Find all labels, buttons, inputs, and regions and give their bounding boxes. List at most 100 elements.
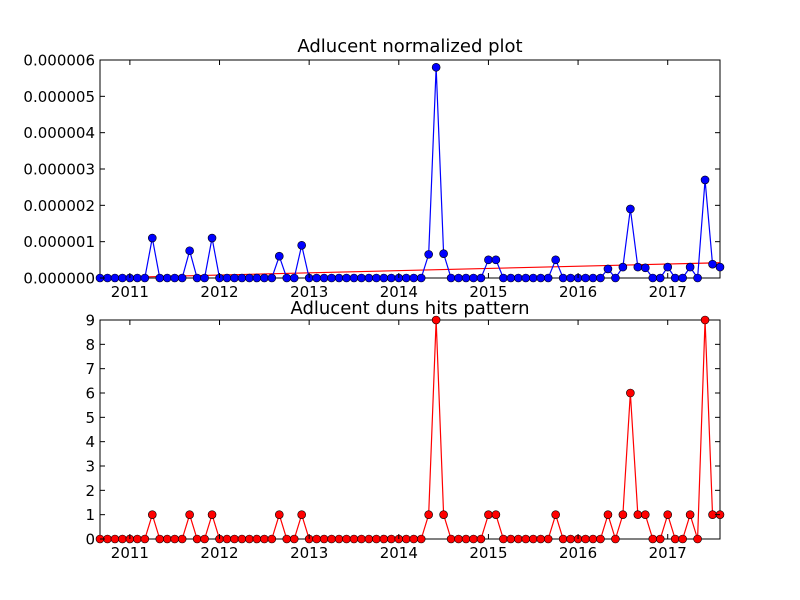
duns-hits-plot-ytick-label-3: 3 xyxy=(85,458,95,476)
normalized-plot-point-2017-01 xyxy=(663,262,673,272)
normalized-plot-point-2014-09 xyxy=(454,273,463,283)
duns-hits-plot-point-2014-04 xyxy=(416,534,426,544)
normalized-plot-point-2014-08 xyxy=(446,273,456,283)
normalized-plot-point-2012-04 xyxy=(237,273,247,283)
normalized-plot-ytick-label-0.000004: 0.000004 xyxy=(23,124,95,142)
duns-hits-plot-point-2015-07 xyxy=(528,534,538,544)
duns-hits-plot-ytick-label-2: 2 xyxy=(85,482,95,500)
duns-hits-plot-point-2016-10 xyxy=(640,510,650,519)
duns-hits-plot-ytick-label-5: 5 xyxy=(85,409,95,427)
duns-hits-plot-point-2015-12 xyxy=(566,534,575,544)
duns-hits-plot-point-2011-04 xyxy=(147,510,157,519)
normalized-plot-point-2010-11 xyxy=(110,273,120,283)
duns-hits-plot-point-2017-03 xyxy=(678,534,687,544)
duns-hits-plot-ticks: 2011 2012 2013 2014 2015 2016 2017 0 1 2 3 4 5 6 7 8 9 xyxy=(85,312,720,562)
normalized-plot-ticks: 2011 2012 2013 2014 2015 2016 2017 0.000000 0.00… xyxy=(23,52,720,301)
normalized-plot-point-2013-06 xyxy=(342,273,351,283)
normalized-plot-point-2012-12 xyxy=(297,241,306,250)
duns-hits-plot: Adlucent duns hits pattern 2011 2012 2013 2… xyxy=(85,298,725,562)
normalized-plot-marks xyxy=(95,62,725,283)
normalized-plot-point-2015-08 xyxy=(536,273,546,283)
duns-hits-plot-ytick-label-4: 4 xyxy=(85,433,95,451)
duns-hits-plot-point-2011-12 xyxy=(207,510,217,519)
duns-hits-plot-point-2013-10 xyxy=(372,534,381,544)
normalized-plot-xtick-label-2015: 2015 xyxy=(469,283,507,301)
duns-hits-plot-point-2012-10 xyxy=(282,534,292,544)
normalized-plot-point-2012-06 xyxy=(252,273,262,283)
normalized-plot-point-2014-10 xyxy=(461,273,471,283)
normalized-plot-point-2011-09 xyxy=(185,246,194,256)
duns-hits-plot-point-2014-05 xyxy=(424,510,433,519)
duns-hits-plot-point-2014-08 xyxy=(446,534,456,544)
normalized-plot-point-2012-10 xyxy=(282,273,292,283)
duns-hits-plot-point-2015-09 xyxy=(543,534,553,544)
normalized-plot: Adlucent normalized plot 2011 2012 2013 201… xyxy=(23,36,725,301)
duns-hits-plot-point-2015-11 xyxy=(558,534,568,544)
duns-hits-plot-point-2014-09 xyxy=(454,534,463,544)
normalized-plot-point-2014-06 xyxy=(431,62,441,72)
duns-hits-plot-point-2010-11 xyxy=(110,534,120,544)
normalized-plot-point-2013-05 xyxy=(334,273,344,283)
normalized-plot-point-2014-04 xyxy=(416,273,426,283)
duns-hits-plot-point-2016-07 xyxy=(618,510,628,519)
duns-hits-plot-ytick-label-0: 0 xyxy=(85,531,95,549)
normalized-plot-xtick-label-2013: 2013 xyxy=(290,283,328,301)
duns-hits-plot-point-2011-09 xyxy=(185,510,194,519)
normalized-plot-point-2012-11 xyxy=(289,273,299,283)
duns-hits-plot-ytick-label-8: 8 xyxy=(85,336,95,354)
normalized-plot-point-2016-02 xyxy=(581,273,590,283)
duns-hits-plot-point-2014-10 xyxy=(461,534,471,544)
normalized-plot-xtick-label-2017: 2017 xyxy=(649,283,687,301)
duns-hits-plot-point-2013-06 xyxy=(342,534,351,544)
duns-hits-plot-marks xyxy=(95,315,725,544)
duns-hits-plot-point-2011-08 xyxy=(177,534,187,544)
duns-hits-plot-point-2015-10 xyxy=(551,510,560,519)
normalized-plot-ytick-label-0.000002: 0.000002 xyxy=(23,197,95,215)
duns-hits-plot-point-2014-03 xyxy=(409,534,419,544)
normalized-plot-xtick-label-2011: 2011 xyxy=(111,283,149,301)
duns-hits-plot-point-2015-01 xyxy=(484,510,493,519)
duns-hits-plot-point-2012-02 xyxy=(222,534,232,544)
normalized-plot-point-2014-05 xyxy=(424,250,433,259)
normalized-plot-point-2017-04 xyxy=(685,262,695,272)
duns-hits-plot-point-2016-06 xyxy=(611,534,620,544)
normalized-plot-point-2015-10 xyxy=(551,255,560,265)
duns-hits-plot-ytick-label-1: 1 xyxy=(85,506,95,524)
normalized-plot-point-2015-04 xyxy=(506,273,516,283)
normalized-plot-ytick-label-0.000000: 0.000000 xyxy=(23,270,95,288)
duns-hits-plot-point-2015-04 xyxy=(506,534,516,544)
normalized-plot-point-2015-12 xyxy=(566,273,575,283)
normalized-plot-point-2013-11 xyxy=(379,273,389,283)
normalized-plot-point-2011-07 xyxy=(170,273,179,283)
normalized-plot-point-2016-06 xyxy=(611,273,620,283)
duns-hits-plot-point-2011-02 xyxy=(133,534,142,544)
duns-hits-plot-point-2016-08 xyxy=(626,388,635,398)
duns-hits-plot-point-2017-05 xyxy=(693,534,702,544)
normalized-plot-point-2016-12 xyxy=(655,273,665,283)
normalized-plot-point-2016-08 xyxy=(626,204,635,214)
normalized-plot-point-2015-05 xyxy=(514,273,523,283)
normalized-plot-point-2012-02 xyxy=(222,273,232,283)
normalized-plot-point-2014-11 xyxy=(469,273,478,283)
normalized-plot-point-2013-07 xyxy=(349,273,359,283)
duns-hits-plot-ytick-label-7: 7 xyxy=(85,360,95,378)
duns-hits-plot-point-2014-12 xyxy=(476,534,486,544)
duns-hits-plot-point-2013-08 xyxy=(357,534,366,544)
normalized-plot-xtick-label-2016: 2016 xyxy=(559,283,597,301)
duns-hits-plot-point-2016-09 xyxy=(633,510,643,519)
normalized-plot-point-2013-04 xyxy=(327,273,336,283)
normalized-plot-point-2016-11 xyxy=(648,273,658,283)
duns-hits-plot-point-2012-04 xyxy=(237,534,247,544)
duns-hits-plot-point-2013-09 xyxy=(364,534,374,544)
duns-hits-plot-xtick-label-2011: 2011 xyxy=(111,544,149,562)
duns-hits-plot-point-2011-07 xyxy=(170,534,179,544)
normalized-plot-point-2015-02 xyxy=(491,255,501,265)
normalized-plot-point-2016-05 xyxy=(603,264,613,274)
duns-hits-plot-point-2012-06 xyxy=(252,534,262,544)
duns-hits-plot-title: Adlucent duns hits pattern xyxy=(290,298,529,319)
duns-hits-plot-point-2017-04 xyxy=(685,510,695,519)
normalized-plot-ytick-label-0.000005: 0.000005 xyxy=(23,88,95,106)
normalized-plot-point-2013-02 xyxy=(312,273,321,283)
